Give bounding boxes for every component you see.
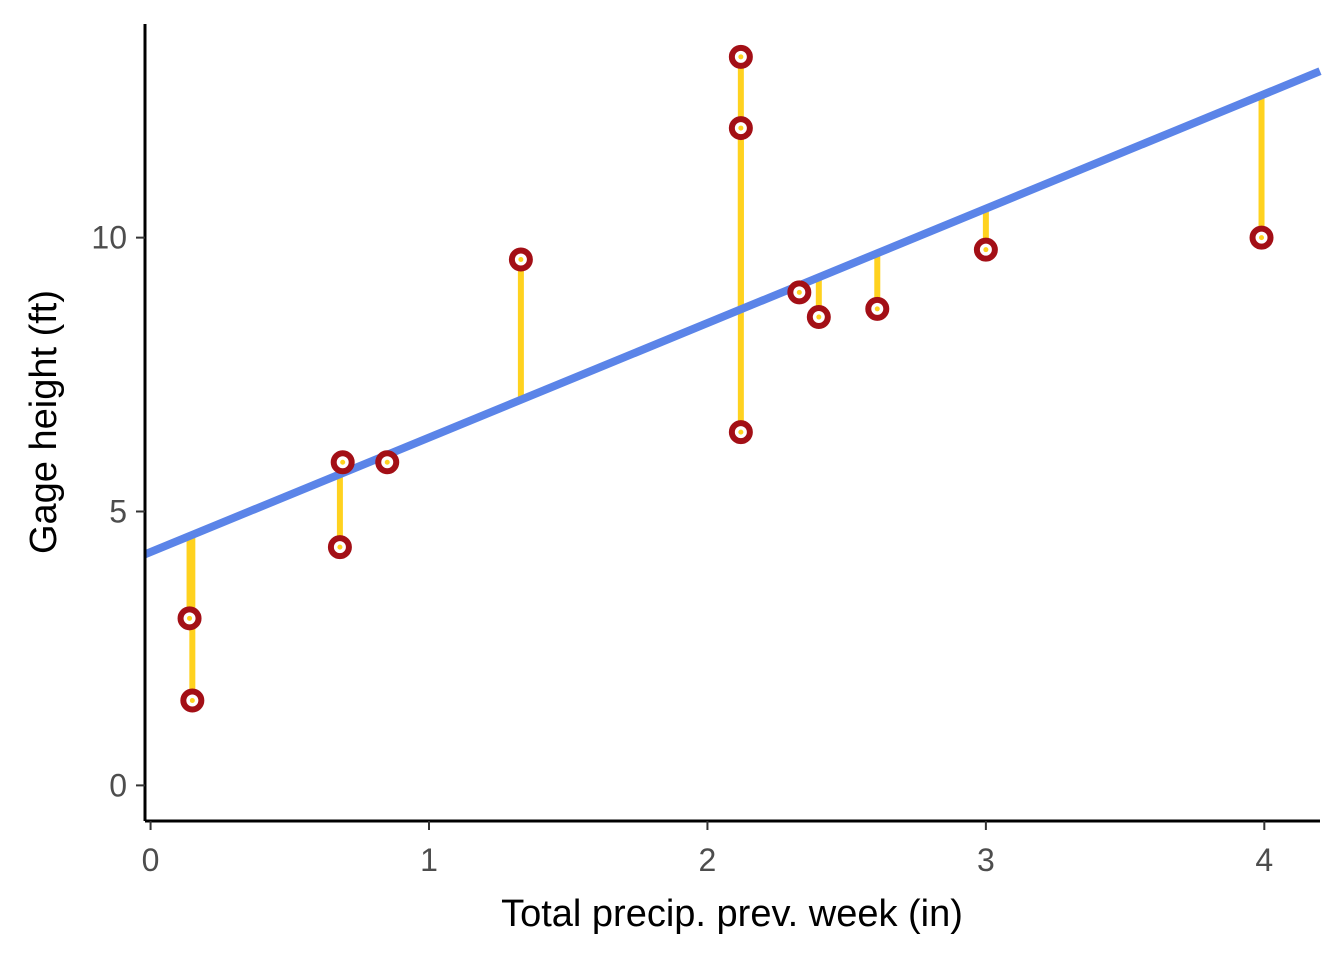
data-point-center [340,459,346,465]
y-axis-ticks: 0 5 10 [91,220,145,803]
data-point-center [1259,235,1265,241]
y-tick-label: 5 [109,494,127,530]
regression-line [143,67,1322,559]
data-point-center [518,257,524,263]
data-point-center [337,544,343,550]
regression-line-group [143,67,1322,559]
data-point-center [816,314,822,320]
data-point-center [983,247,989,253]
data-points [177,44,1274,713]
y-tick-label: 0 [109,767,127,803]
data-point-center [189,697,195,703]
x-axis-ticks: 0 1 2 3 4 [142,821,1273,878]
x-tick-label: 1 [420,842,438,878]
data-point-center [384,459,390,465]
y-tick-label: 10 [91,220,127,256]
data-point-center [738,125,744,131]
residual-segments [186,56,1265,701]
x-tick-label: 3 [977,842,995,878]
data-point-center [187,615,193,621]
data-point-center [874,306,880,312]
data-point-center [738,54,744,60]
x-tick-label: 0 [142,842,160,878]
data-point-center [738,429,744,435]
y-axis-title: Gage height (ft) [23,290,65,554]
x-tick-label: 4 [1255,842,1273,878]
x-axis-title: Total precip. prev. week (in) [501,893,963,935]
data-point-center [796,289,802,295]
x-tick-label: 2 [699,842,717,878]
